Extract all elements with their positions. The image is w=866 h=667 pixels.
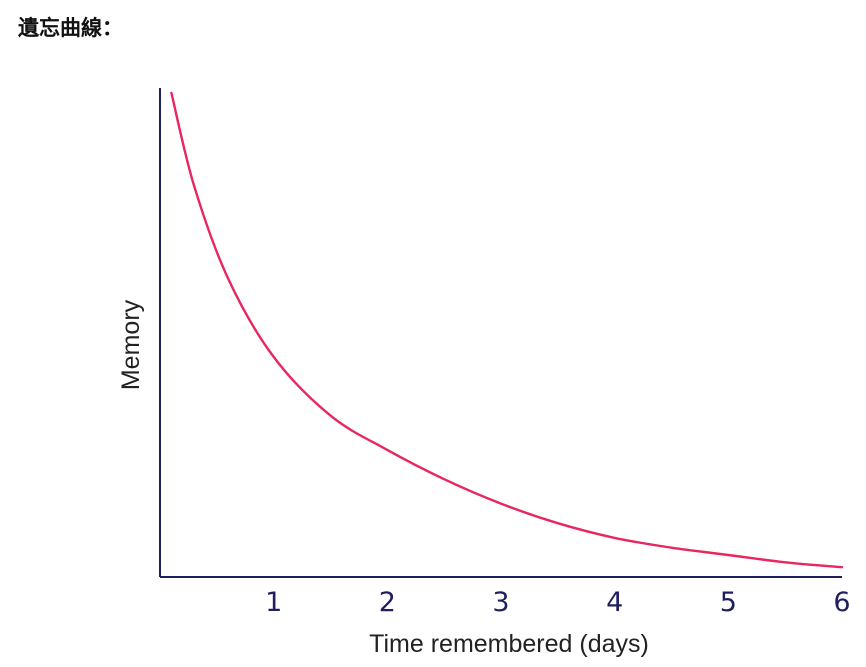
x-tick-label-6: 6 — [833, 587, 850, 618]
axes — [159, 88, 842, 578]
y-axis-label: Memory — [117, 299, 145, 390]
x-tick-label-5: 5 — [720, 587, 737, 618]
x-axis-label: Time remembered (days) — [369, 630, 649, 658]
x-tick-label-2: 2 — [379, 587, 396, 618]
x-tick-label-4: 4 — [606, 587, 623, 618]
x-tick-labels: 1 2 3 4 5 6 — [265, 587, 851, 618]
series-line-memory — [170, 91, 844, 569]
x-tick-label-3: 3 — [492, 587, 509, 618]
page-title: 遺忘曲線： — [18, 16, 123, 40]
series-layer — [170, 91, 844, 569]
x-tick-label-1: 1 — [265, 587, 282, 618]
